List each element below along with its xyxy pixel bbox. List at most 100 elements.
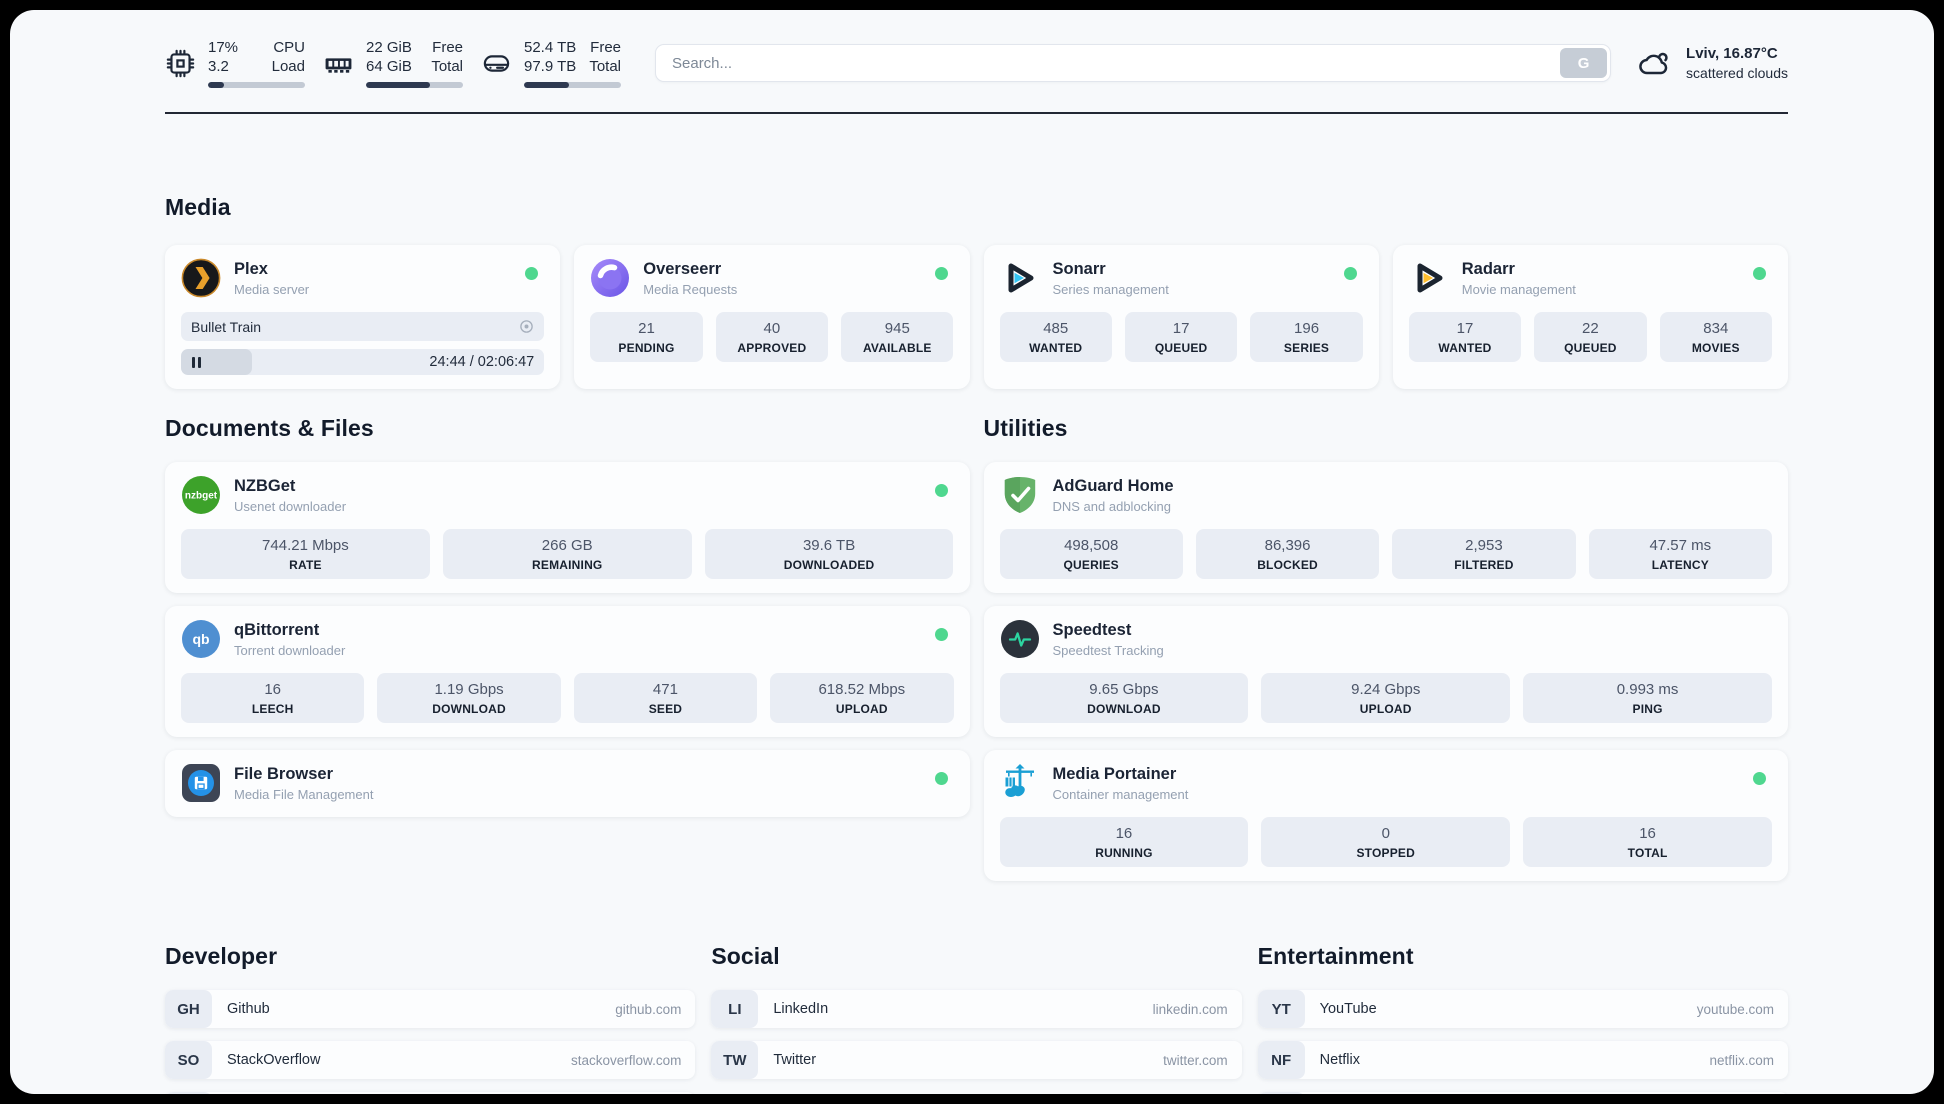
app-desc: Torrent downloader xyxy=(234,643,346,658)
app-card-nzbget[interactable]: nzbget NZBGet Usenet downloader 744.21 M… xyxy=(165,462,970,593)
bookmark-linkedin[interactable]: LI LinkedIn linkedin.com xyxy=(711,990,1242,1028)
app-desc: Media server xyxy=(234,282,310,297)
top-bar: 17% CPU 3.2 Load 22 GiB Free 64 GiB Total xyxy=(165,34,1788,92)
section-title-developer: Developer xyxy=(165,943,278,969)
cpu-load: 3.2 xyxy=(208,58,229,75)
memory-free: 22 GiB xyxy=(366,39,412,56)
stat-tile: 744.21 Mbps RATE xyxy=(181,529,430,579)
section-media: Media Plex Media server Bullet Train xyxy=(165,194,1788,389)
cpu-label: CPU xyxy=(273,39,305,56)
memory-free-label: Free xyxy=(432,39,463,56)
status-online-dot xyxy=(1343,267,1357,280)
search-engine-button[interactable]: G xyxy=(1560,48,1608,78)
pause-icon[interactable] xyxy=(192,356,201,368)
app-desc: Container management xyxy=(1052,787,1189,802)
bookmark-github[interactable]: GH Github github.com xyxy=(165,990,696,1028)
weather-condition: scattered clouds xyxy=(1686,65,1788,81)
memory-widget: 22 GiB Free 64 GiB Total xyxy=(323,38,463,88)
app-desc: DNS and adblocking xyxy=(1052,499,1172,514)
app-name: Sonarr xyxy=(1052,260,1106,278)
bookmark-stackoverflow[interactable]: SO StackOverflow stackoverflow.com xyxy=(165,1041,696,1079)
search-bar: G xyxy=(655,44,1612,82)
disk-widget: 52.4 TB Free 97.9 TB Total xyxy=(481,38,621,88)
bookmark-dev[interactable]: DT DEV dev.to xyxy=(165,1092,696,1094)
stat-tile: 9.65 Gbps DOWNLOAD xyxy=(999,673,1249,723)
cpu-widget: 17% CPU 3.2 Load xyxy=(165,38,305,88)
system-stats: 17% CPU 3.2 Load 22 GiB Free 64 GiB Total xyxy=(165,38,621,88)
bookmark-reddit[interactable]: RE Reddit reddit.com xyxy=(1257,1092,1788,1094)
app-desc: Media File Management xyxy=(234,787,374,802)
cpu-progress-track xyxy=(208,82,305,88)
section-title-media: Media xyxy=(165,194,231,220)
section-title-utilities: Utilities xyxy=(983,415,1068,441)
app-card-adguard[interactable]: AdGuard Home DNS and adblocking 498,508 Q… xyxy=(983,462,1788,593)
app-card-sonarr[interactable]: Sonarr Series management 485 WANTED 17 QUE… xyxy=(983,245,1379,389)
section-utilities: Utilities AdGuard Home xyxy=(983,415,1788,881)
stat-tile: 22 QUEUED xyxy=(1534,312,1647,362)
stat-tile: 618.52 Mbps UPLOAD xyxy=(770,673,954,723)
status-online-dot xyxy=(525,267,539,280)
app-card-overseerr[interactable]: Overseerr Media Requests 21 PENDING 40 APP… xyxy=(574,245,970,389)
stat-tile: 16 RUNNING xyxy=(999,817,1249,867)
radarr-icon xyxy=(1409,258,1449,298)
app-desc: Media Requests xyxy=(643,282,738,297)
bookmark-url: stackoverflow.com xyxy=(571,1052,682,1068)
stat-tile: 47.57 ms LATENCY xyxy=(1588,529,1772,579)
bookmark-abbr: TW xyxy=(711,1041,759,1079)
bookmark-name: Netflix xyxy=(1319,1052,1360,1068)
bookmark-name: Github xyxy=(227,1001,270,1017)
app-card-portainer[interactable]: Media Portainer Container management 16 R… xyxy=(983,750,1788,881)
memory-progress-track xyxy=(366,82,463,88)
cpu-progress-fill xyxy=(208,82,225,88)
app-desc: Series management xyxy=(1052,282,1169,297)
plex-icon xyxy=(181,258,221,298)
section-title-entertainment: Entertainment xyxy=(1257,943,1414,969)
app-card-qbittorrent[interactable]: qb qBittorrent Torrent downloader 16 LEEC… xyxy=(165,606,970,737)
disk-progress-track xyxy=(524,82,621,88)
status-online-dot xyxy=(934,267,948,280)
disk-icon xyxy=(481,48,512,79)
bookmark-url: youtube.com xyxy=(1696,1001,1774,1017)
disk-progress-fill xyxy=(524,82,569,88)
search-input[interactable] xyxy=(655,44,1612,82)
bookmark-url: linkedin.com xyxy=(1152,1001,1228,1017)
portainer-icon xyxy=(1000,763,1040,803)
app-name: AdGuard Home xyxy=(1052,477,1174,495)
stat-tile: 2,953 FILTERED xyxy=(1392,529,1576,579)
bookmark-netflix[interactable]: NF Netflix netflix.com xyxy=(1257,1041,1788,1079)
app-card-filebrowser[interactable]: File Browser Media File Management xyxy=(165,750,970,817)
now-playing-title: Bullet Train xyxy=(191,318,262,335)
session-target-icon xyxy=(519,319,534,334)
bookmark-name: StackOverflow xyxy=(227,1052,321,1068)
disk-total: 97.9 TB xyxy=(524,58,577,75)
memory-progress-fill xyxy=(366,82,431,88)
bookmark-abbr: NF xyxy=(1257,1041,1305,1079)
status-online-dot xyxy=(1753,267,1766,280)
bookmark-twitter[interactable]: TW Twitter twitter.com xyxy=(711,1041,1242,1079)
weather-widget: Lviv, 16.87°C scattered clouds xyxy=(1637,45,1788,81)
app-name: Radarr xyxy=(1461,260,1515,278)
bookmark-youtube[interactable]: YT YouTube youtube.com xyxy=(1257,990,1788,1028)
bookmark-name: YouTube xyxy=(1319,1001,1377,1017)
disk-total-label: Total xyxy=(589,58,621,75)
stat-tile: 21 PENDING xyxy=(590,312,703,362)
cpu-usage: 17% xyxy=(208,39,239,56)
stat-tile: 834 MOVIES xyxy=(1659,312,1772,362)
bookmark-name: LinkedIn xyxy=(773,1001,829,1017)
bookmark-abbr: SO xyxy=(165,1041,212,1079)
bookmark-abbr: LI xyxy=(711,990,759,1028)
status-online-dot xyxy=(1753,772,1766,785)
memory-total: 64 GiB xyxy=(366,58,412,75)
section-social: Social LI LinkedIn linkedin.com TW Twitt… xyxy=(711,943,1242,1079)
sonarr-icon xyxy=(1000,258,1040,298)
app-desc: Movie management xyxy=(1461,282,1576,297)
app-card-plex[interactable]: Plex Media server Bullet Train xyxy=(165,245,561,389)
section-title-social: Social xyxy=(711,943,780,969)
section-entertainment: Entertainment YT YouTube youtube.com NF … xyxy=(1257,943,1788,1094)
filebrowser-icon xyxy=(181,763,221,803)
stat-tile: 266 GB REMAINING xyxy=(442,529,692,579)
stat-tile: 1.19 Gbps DOWNLOAD xyxy=(377,673,561,723)
app-card-speedtest[interactable]: Speedtest Speedtest Tracking 9.65 Gbps DO… xyxy=(983,606,1788,737)
section-documents: Documents & Files nzbget NZBGet Usenet d… xyxy=(165,415,970,817)
app-card-radarr[interactable]: Radarr Movie management 17 WANTED 22 QUEUE… xyxy=(1392,245,1788,389)
